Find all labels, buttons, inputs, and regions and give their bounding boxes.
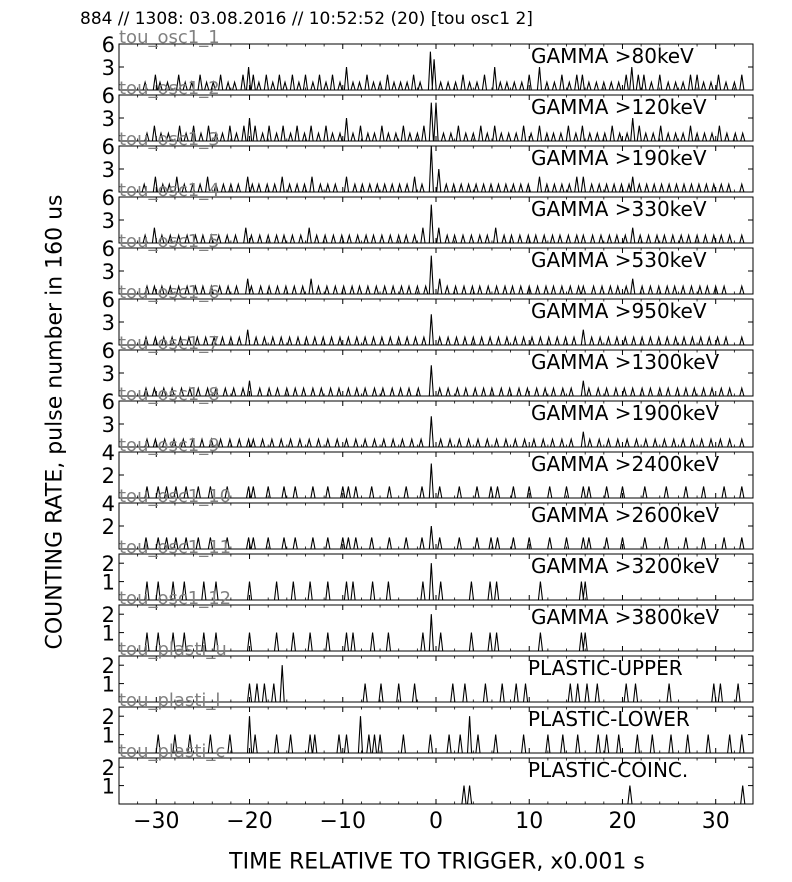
panel-title: PLASTIC-COINC. <box>528 758 688 782</box>
series-line <box>121 145 751 193</box>
panel-title: GAMMA >330keV <box>531 197 707 221</box>
series-line <box>121 51 751 91</box>
y-tick-label: 2 <box>102 464 115 488</box>
series-line <box>121 255 751 295</box>
channel-label: tou_osc1_1 <box>119 27 220 48</box>
series-line <box>121 463 751 499</box>
y-tick-label: 6 <box>102 33 115 57</box>
series-line <box>121 416 751 448</box>
panel-title: GAMMA >1300keV <box>531 350 720 374</box>
y-tick-label: 3 <box>102 311 115 335</box>
y-tick-label: 3 <box>102 209 115 233</box>
y-tick-label: 3 <box>102 260 115 284</box>
y-tick-label: 1 <box>102 775 115 799</box>
y-tick-label: 6 <box>102 339 115 363</box>
channel-label: tou_plasti_u <box>119 639 227 660</box>
panel-title: PLASTIC-UPPER <box>528 656 683 680</box>
panel-title: GAMMA >2600keV <box>531 503 720 527</box>
channel-label: tou_plasti_c <box>119 741 225 762</box>
channel-label: tou_osc1_11 <box>119 537 231 558</box>
y-tick-label: 3 <box>102 362 115 386</box>
panel-title: GAMMA >950keV <box>531 299 707 323</box>
y-tick-label: 2 <box>102 756 115 780</box>
channel-label: tou_osc1_4 <box>119 180 220 201</box>
y-tick-label: 1 <box>102 571 115 595</box>
panel-title: GAMMA >2400keV <box>531 452 720 476</box>
series-line <box>121 525 751 550</box>
y-tick-label: 3 <box>102 107 115 131</box>
y-tick-label: 1 <box>102 724 115 748</box>
y-tick-label: 6 <box>102 237 115 261</box>
series-line <box>121 102 751 142</box>
series-line <box>121 204 751 244</box>
panel-title: GAMMA >3800keV <box>531 605 720 629</box>
channel-label: tou_osc1_12 <box>119 588 231 609</box>
panel-title: GAMMA >80keV <box>531 44 694 68</box>
series-line <box>121 716 751 754</box>
y-tick-label: 2 <box>102 515 115 539</box>
y-tick-label: 6 <box>102 186 115 210</box>
channel-label: tou_osc1_9 <box>119 435 220 456</box>
x-tick-label: 30 <box>702 809 730 834</box>
series-line <box>121 314 751 346</box>
y-tick-label: 3 <box>102 56 115 80</box>
panel-title: GAMMA >530keV <box>531 248 707 272</box>
panel-title: PLASTIC-LOWER <box>528 707 690 731</box>
channel-label: tou_osc1_3 <box>119 129 220 150</box>
channel-label: tou_osc1_8 <box>119 384 220 405</box>
y-tick-label: 2 <box>102 552 115 576</box>
y-tick-label: 2 <box>102 603 115 627</box>
y-tick-label: 6 <box>102 135 115 159</box>
channel-label: tou_osc1_5 <box>119 231 220 252</box>
channel-label: tou_osc1_6 <box>119 282 220 303</box>
y-tick-label: 4 <box>102 441 115 465</box>
y-tick-label: 2 <box>102 705 115 729</box>
x-tick-label: −30 <box>133 809 179 834</box>
series-line <box>121 563 751 601</box>
x-tick-label: 0 <box>429 809 443 834</box>
panel-title: GAMMA >3200keV <box>531 554 720 578</box>
x-tick-label: −10 <box>320 809 366 834</box>
x-tick-label: −20 <box>226 809 272 834</box>
panel-title: GAMMA >190keV <box>531 146 707 170</box>
y-tick-label: 6 <box>102 288 115 312</box>
channel-label: tou_osc1_10 <box>119 486 231 507</box>
series-line <box>121 665 751 703</box>
panel-title: GAMMA >120keV <box>531 95 707 119</box>
y-tick-label: 3 <box>102 158 115 182</box>
panel-title: GAMMA >1900keV <box>531 401 720 425</box>
y-tick-label: 4 <box>102 492 115 516</box>
x-tick-label: 10 <box>515 809 543 834</box>
series-line <box>121 614 751 652</box>
y-tick-label: 2 <box>102 654 115 678</box>
y-tick-label: 1 <box>102 673 115 697</box>
y-tick-label: 1 <box>102 622 115 646</box>
y-tick-label: 6 <box>102 390 115 414</box>
series-line <box>121 365 751 397</box>
page-title: 884 // 1308: 03.08.2016 // 10:52:52 (20)… <box>80 9 533 29</box>
y-tick-label: 3 <box>102 413 115 437</box>
x-tick-label: 20 <box>608 809 636 834</box>
channel-label: tou_osc1_2 <box>119 78 220 99</box>
x-axis-label: TIME RELATIVE TO TRIGGER, x0.001 s <box>229 849 645 875</box>
y-tick-label: 6 <box>102 84 115 108</box>
channel-label: tou_plasti_l <box>119 690 220 711</box>
channel-label: tou_osc1_7 <box>119 333 220 354</box>
series-line <box>121 785 751 805</box>
